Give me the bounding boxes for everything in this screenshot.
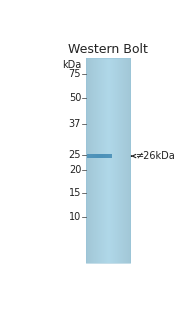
Bar [87, 154, 88, 158]
Text: 37: 37 [69, 119, 81, 129]
Bar [99, 154, 100, 158]
Text: 15: 15 [69, 188, 81, 198]
Text: ≠26kDa: ≠26kDa [136, 151, 175, 161]
Bar [89, 154, 90, 158]
Bar [103, 154, 104, 158]
Bar [101, 154, 102, 158]
Bar [91, 154, 92, 158]
Bar [88, 154, 89, 158]
Bar [90, 154, 91, 158]
Text: 20: 20 [69, 165, 81, 175]
Bar [102, 154, 103, 158]
Text: 25: 25 [69, 150, 81, 160]
Bar [106, 154, 107, 158]
Text: 10: 10 [69, 212, 81, 222]
Bar [108, 154, 109, 158]
Bar [110, 154, 111, 158]
Bar [87, 154, 112, 158]
Bar [94, 154, 95, 158]
Bar [92, 154, 93, 158]
Text: 75: 75 [69, 69, 81, 79]
Bar [97, 154, 98, 158]
Bar [111, 154, 112, 158]
Bar [96, 154, 97, 158]
Text: kDa: kDa [62, 60, 81, 70]
Text: Western Bolt: Western Bolt [68, 43, 148, 56]
Bar [95, 154, 96, 158]
Bar [105, 154, 106, 158]
Bar [100, 154, 101, 158]
Bar [109, 154, 110, 158]
Text: 50: 50 [69, 93, 81, 103]
Bar [104, 154, 105, 158]
Bar [98, 154, 99, 158]
Bar [107, 154, 108, 158]
Bar [86, 58, 130, 263]
Bar [93, 154, 94, 158]
